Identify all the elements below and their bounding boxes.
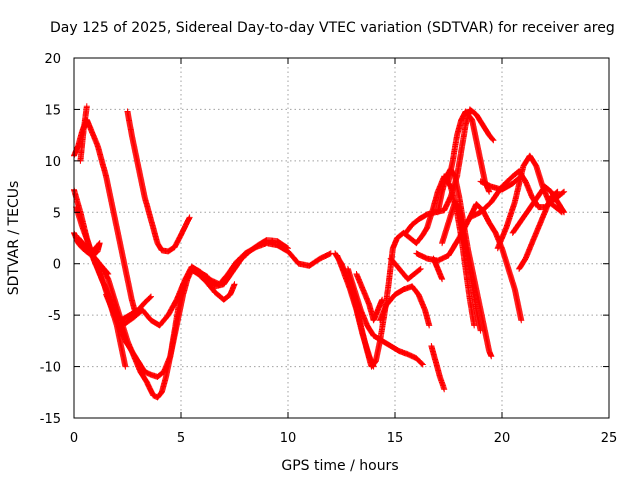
series-markers [77,103,90,164]
chart-series [71,103,568,401]
series-markers [430,255,446,283]
series-markers [353,271,386,324]
series-markers [195,237,291,290]
series-arc-11 [195,237,291,290]
y-tick-label: -5 [48,309,61,324]
series-arc-26 [516,188,561,272]
y-tick-label: 15 [44,103,61,118]
series-arc-09 [124,108,193,255]
y-tick-label: 0 [53,258,61,273]
series-markers [344,265,426,368]
x-tick-label: 15 [387,431,404,446]
y-tick-label: -15 [40,412,61,427]
series-arc-14 [377,283,433,329]
series-markers [413,201,525,324]
series-arc-30 [430,255,446,283]
series-arc-25 [477,173,525,193]
series-markers [477,173,525,193]
y-tick-label: 5 [53,206,61,221]
series-markers [334,252,377,370]
x-axis-label: GPS time / hours [281,458,398,474]
series-arc-28 [334,252,377,370]
plot-frame [73,57,610,419]
x-tick-label: 0 [70,431,78,446]
series-arc-13 [344,265,426,368]
series-arc-16 [428,343,448,393]
series-arc-15 [353,271,386,324]
x-tick-label: 10 [280,431,297,446]
series-markers [124,108,193,255]
y-tick-label: 20 [44,52,61,67]
y-axis-label: SDTVAR / TECUs [6,181,22,296]
x-tick-label: 5 [177,431,185,446]
series-arc-12 [332,224,431,370]
series-arc-08 [103,266,238,380]
series-markers [516,188,561,272]
series-markers [103,266,238,380]
series-markers [387,255,424,283]
y-tick-label: 10 [44,155,61,170]
series-arc-21 [413,201,525,324]
series-markers [439,199,484,334]
series-markers [88,240,103,259]
y-tick-label: -10 [40,361,61,376]
series-arc-27 [387,255,424,283]
series-markers [377,283,433,329]
series-arc-29 [439,199,484,334]
series-markers [428,343,448,393]
x-tick-label: 20 [494,431,511,446]
chart-title: Day 125 of 2025, Sidereal Day-to-day VTE… [50,20,615,36]
chart-ticks: 0 5 10 15 20 25 -15 -10 -5 0 5 10 15 20 [40,52,618,446]
series-arc-07 [88,240,103,259]
series-markers [332,224,431,370]
series-arc-02 [77,103,90,164]
x-tick-label: 25 [601,431,618,446]
